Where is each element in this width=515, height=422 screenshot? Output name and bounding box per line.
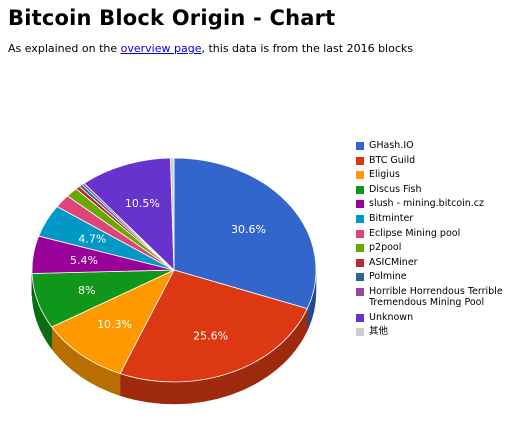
pie-slice-btc-guild[interactable] <box>119 269 308 383</box>
legend-swatch <box>356 287 364 296</box>
slice-label: 4.7% <box>78 232 106 245</box>
legend-swatch <box>356 156 364 165</box>
legend-item[interactable]: ASICMiner <box>356 257 506 268</box>
page-title: Bitcoin Block Origin - Chart <box>8 6 336 30</box>
pie-slice-eligius[interactable] <box>51 269 175 375</box>
legend-swatch <box>356 273 364 282</box>
legend-item[interactable]: Discus Fish <box>356 184 506 195</box>
legend-swatch <box>356 214 364 223</box>
legend-swatch <box>356 142 364 150</box>
slice-label: 30.6% <box>231 223 266 236</box>
intro-text-after: , this data is from the last 2016 blocks <box>201 42 413 55</box>
legend-label: Polmine <box>369 271 407 283</box>
legend-label: Eclipse Mining pool <box>369 227 461 239</box>
legend-label: Discus Fish <box>369 183 422 195</box>
pie-slice-ghash-io[interactable] <box>173 157 317 310</box>
legend-item[interactable]: BTC Guild <box>356 155 506 166</box>
slice-label: 10.5% <box>125 197 160 210</box>
legend-label: Horrible Horrendous Terrible Tremendous … <box>369 285 503 308</box>
legend-swatch <box>356 313 364 322</box>
legend-item[interactable]: Unknown <box>356 312 506 323</box>
intro-text-before: As explained on the <box>8 42 121 55</box>
legend-swatch <box>356 244 364 253</box>
slice-label: 5.4% <box>70 254 98 267</box>
legend-swatch <box>356 258 364 267</box>
legend-label: 其他 <box>369 326 389 338</box>
legend-item[interactable]: GHash.IO <box>356 140 506 151</box>
slice-label: 10.3% <box>97 318 132 331</box>
legend-swatch <box>356 185 364 194</box>
legend-item[interactable]: Bitminter <box>356 213 506 224</box>
pie-slice-unknown[interactable] <box>83 157 175 271</box>
legend-label: BTC Guild <box>369 154 416 166</box>
legend-label: Eligius <box>369 169 400 181</box>
legend-swatch <box>356 200 364 209</box>
slice-label: 8% <box>78 284 95 297</box>
legend-label: Unknown <box>369 311 414 323</box>
legend-item[interactable]: Horrible Horrendous Terrible Tremendous … <box>356 286 506 308</box>
chart-legend: GHash.IO BTC Guild Eligius Discus Fish slush… <box>356 140 506 341</box>
legend-swatch <box>356 328 364 337</box>
legend-item[interactable]: slush - mining.bitcoin.cz <box>356 198 506 209</box>
legend-swatch <box>356 229 364 238</box>
legend-label: slush - mining.bitcoin.cz <box>369 198 484 210</box>
legend-label: GHash.IO <box>369 140 414 151</box>
legend-swatch <box>356 171 364 180</box>
legend-label: ASICMiner <box>369 256 418 268</box>
pie-slice-[interactable] <box>170 157 175 271</box>
legend-item[interactable]: Eclipse Mining pool <box>356 228 506 239</box>
legend-item[interactable]: p2pool <box>356 242 506 253</box>
legend-label: Bitminter <box>369 212 414 224</box>
slice-label: 25.6% <box>193 330 228 343</box>
overview-page-link[interactable]: overview page <box>120 42 202 55</box>
legend-item[interactable]: 其他 <box>356 326 506 337</box>
legend-item[interactable]: Eligius <box>356 169 506 180</box>
legend-label: p2pool <box>369 242 402 254</box>
legend-item[interactable]: Polmine <box>356 271 506 282</box>
intro-text: As explained on the overview page, this … <box>8 42 413 55</box>
